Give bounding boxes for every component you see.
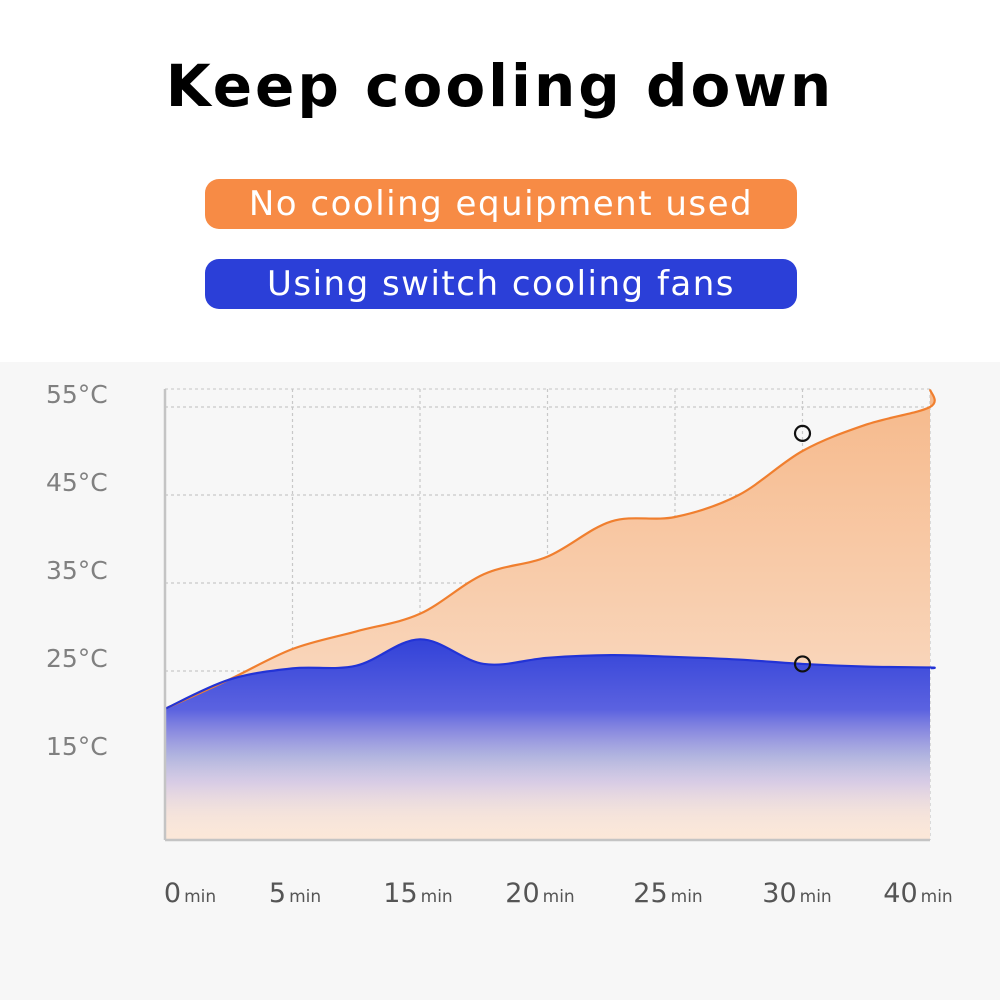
tick-labels: 55°C 45°C 35°C 25°C 15°C 0 min 5 min 15 min 20 min 25… xyxy=(46,380,953,909)
line-no-cooling xyxy=(164,389,936,710)
x-tick-label: 0 min xyxy=(164,878,216,909)
chart-panel: 55°C 45°C 35°C 25°C 15°C 0 min 5 min 15 min 20 min 25… xyxy=(0,362,1000,1000)
y-tick-label: 25°C xyxy=(46,644,108,673)
x-tick-label: 30 min xyxy=(762,878,831,909)
axes xyxy=(163,389,930,842)
chart-title: Keep cooling down xyxy=(165,52,835,120)
x-tick-label: 15 min xyxy=(383,878,452,909)
line-cooling-fans xyxy=(164,638,936,710)
marker-no-cooling xyxy=(793,424,812,443)
y-tick-label: 15°C xyxy=(46,732,108,761)
y-tick-label: 55°C xyxy=(46,380,108,409)
x-tick-label: 5 min xyxy=(269,878,321,909)
x-tick-label: 25 min xyxy=(633,878,702,909)
marker-cooling-fans xyxy=(793,655,812,673)
series-areas xyxy=(165,389,935,840)
legend-no-cooling: No cooling equipment used xyxy=(205,179,797,229)
y-tick-label: 35°C xyxy=(46,556,108,585)
y-tick-label: 45°C xyxy=(46,468,108,497)
x-tick-label: 40 min xyxy=(883,878,952,909)
x-tick-label: 20 min xyxy=(505,878,574,909)
data-markers xyxy=(793,424,812,673)
series-lines xyxy=(164,389,936,710)
temperature-chart: 55°C 45°C 35°C 25°C 15°C 0 min 5 min 15 min 20 min 25… xyxy=(46,380,953,909)
legend-cooling-fans: Using switch cooling fans xyxy=(205,259,797,309)
area-cooling-fans xyxy=(165,639,935,840)
